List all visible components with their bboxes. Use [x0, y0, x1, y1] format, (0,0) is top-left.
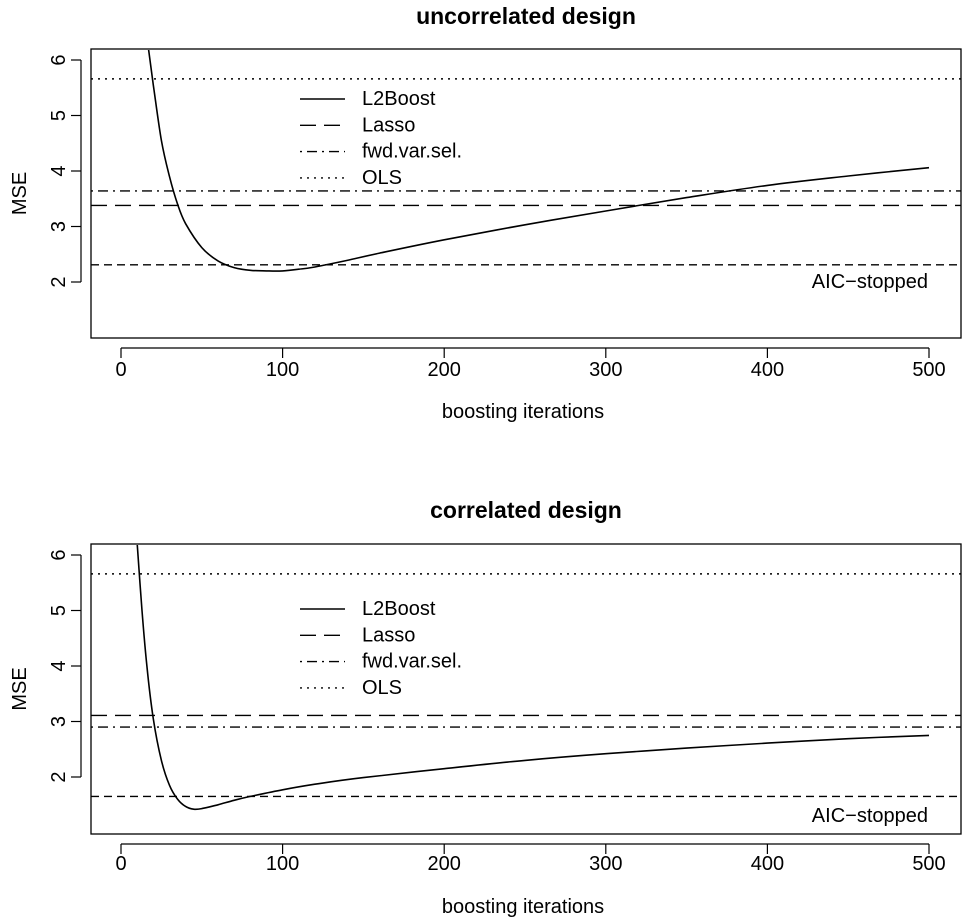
y-tick-label: 2 [48, 276, 70, 287]
legend: L2Boost Lasso fwd.var.sel. OLS [300, 88, 462, 189]
x-tick-label: 300 [589, 359, 622, 381]
legend-label: L2Boost [362, 598, 436, 620]
y-tick-label: 2 [48, 771, 70, 782]
x-tick-label: 500 [912, 853, 945, 875]
legend-label: Lasso [362, 624, 415, 646]
legend: L2Boost Lasso fwd.var.sel. OLS [300, 598, 462, 699]
legend-label: fwd.var.sel. [362, 651, 462, 673]
y-tick-label: 3 [48, 221, 70, 232]
y-tick-label: 4 [48, 660, 70, 671]
chart-panel-2: correlated design 0 100 200 300 400 500 boostin… [9, 497, 962, 918]
x-tick-label: 200 [428, 359, 461, 381]
x-tick-label: 400 [751, 853, 784, 875]
x-tick-label: 200 [428, 853, 461, 875]
y-tick-label: 5 [48, 605, 70, 616]
x-tick-label: 500 [912, 359, 945, 381]
y-tick-label: 3 [48, 716, 70, 727]
y-tick-label: 6 [48, 549, 70, 560]
x-tick-label: 0 [115, 853, 126, 875]
chart-panel-1: uncorrelated design 0 100 200 300 400 500 boost… [9, 3, 962, 423]
y-axis-label: MSE [9, 667, 31, 710]
y-axis: 2 3 4 5 6 MSE [9, 549, 82, 783]
x-tick-label: 0 [115, 359, 126, 381]
series-l2boost-line [136, 545, 930, 811]
legend-label: OLS [362, 677, 402, 699]
x-axis-label: boosting iterations [442, 401, 604, 423]
legend-label: fwd.var.sel. [362, 141, 462, 163]
x-tick-label: 300 [589, 853, 622, 875]
x-tick-label: 100 [266, 359, 299, 381]
series-group [91, 545, 961, 811]
legend-label: OLS [362, 167, 402, 189]
y-tick-label: 4 [48, 165, 70, 176]
y-tick-label: 5 [48, 110, 70, 121]
annotation-aic-stopped: AIC−stopped [812, 805, 928, 827]
legend-label: L2Boost [362, 88, 436, 110]
x-axis: 0 100 200 300 400 500 boosting iterations [115, 347, 946, 423]
series-l2boost-line [147, 50, 930, 272]
y-axis-label: MSE [9, 172, 31, 215]
y-axis: 2 3 4 5 6 MSE [9, 54, 82, 288]
plot-frame [90, 543, 962, 835]
legend-label: Lasso [362, 114, 415, 136]
x-tick-label: 100 [266, 853, 299, 875]
plot-frame [90, 48, 962, 339]
y-tick-label: 6 [48, 54, 70, 65]
chart-title: uncorrelated design [416, 3, 636, 29]
x-axis: 0 100 200 300 400 500 boosting iterations [115, 843, 946, 918]
chart-title: correlated design [430, 497, 622, 523]
x-axis-label: boosting iterations [442, 896, 604, 918]
x-tick-label: 400 [751, 359, 784, 381]
series-group [91, 50, 961, 272]
annotation-aic-stopped: AIC−stopped [812, 271, 928, 293]
